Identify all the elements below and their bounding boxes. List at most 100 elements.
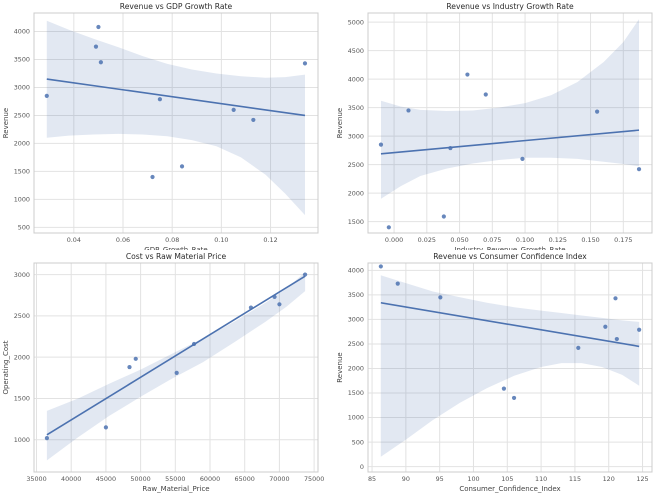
y-axis-label: Revenue — [2, 108, 10, 139]
x-tick-label: 0.12 — [263, 236, 277, 244]
data-point — [595, 109, 600, 114]
confidence-band — [381, 19, 639, 199]
y-tick-label: 500 — [352, 438, 364, 446]
chart-svg: Revenue vs GDP Growth Rate 0.04 0.06 0.08 0.… — [0, 0, 334, 250]
y-tick-label: 3500 — [14, 56, 30, 64]
x-tick-label: 120 — [603, 475, 615, 483]
axes-spines — [33, 262, 319, 473]
data-point — [302, 272, 308, 277]
chart-title: Cost vs Raw Material Price — [126, 252, 227, 261]
y-tick-label: 2500 — [14, 112, 30, 120]
regression-line — [46, 275, 306, 436]
data-point — [157, 97, 162, 102]
data-point — [378, 264, 383, 269]
data-point — [637, 327, 642, 332]
chart-title: Revenue vs Industry Growth Rate — [446, 2, 574, 11]
y-tick-label: 0 — [360, 463, 364, 471]
x-axis-label: Raw_Material_Price — [142, 485, 209, 493]
y-axis-label: Operating_Cost — [2, 340, 10, 394]
data-point — [395, 281, 400, 286]
x-tick-label: 60000 — [200, 475, 220, 483]
y-tick-label: 2500 — [348, 340, 364, 348]
chart-svg: Cost vs Raw Material Price 35000 40000 4500… — [0, 250, 334, 500]
data-point — [613, 296, 618, 301]
y-tick-label: 2500 — [14, 312, 30, 320]
y-tick-label: 3000 — [14, 84, 30, 92]
x-tick-label: 0.10 — [214, 236, 228, 244]
y-tick-label: 5000 — [348, 18, 364, 26]
x-tick-label: 0.06 — [116, 236, 130, 244]
data-point — [44, 93, 49, 98]
y-tick-label: 4500 — [348, 47, 364, 55]
chart-title: Revenue vs Consumer Confidence Index — [433, 252, 587, 261]
data-point — [179, 164, 185, 169]
data-point — [483, 92, 488, 97]
confidence-band — [46, 20, 306, 216]
x-tick-label: 105 — [501, 475, 513, 483]
y-axis-label: Revenue — [336, 352, 344, 383]
regression-line — [380, 129, 640, 155]
x-tick-label: 40000 — [61, 475, 81, 483]
x-tick-label: 0.075 — [483, 236, 501, 244]
data-point — [103, 425, 109, 430]
x-tick-label: 0.150 — [581, 236, 599, 244]
y-tick-label: 4000 — [348, 267, 364, 275]
y-tick-label: 2000 — [348, 365, 364, 373]
data-point — [93, 44, 99, 49]
y-tick-label: 2000 — [14, 140, 30, 148]
data-point — [150, 174, 155, 180]
y-tick-label: 3000 — [348, 316, 364, 324]
plot-background — [0, 250, 334, 500]
x-tick-label: 0.100 — [516, 236, 534, 244]
data-point — [174, 370, 179, 375]
data-point — [277, 302, 282, 307]
data-point — [501, 386, 507, 391]
y-tick-label: 1500 — [14, 395, 30, 403]
x-tick-label: 115 — [569, 475, 581, 483]
y-tick-label: 2000 — [348, 189, 364, 197]
axes-spines — [33, 12, 319, 234]
y-tick-label: 1000 — [348, 414, 364, 422]
y-tick-label: 500 — [18, 224, 30, 232]
plot-background — [334, 250, 668, 500]
data-point — [302, 61, 308, 66]
chart-svg: Revenue vs Consumer Confidence Index 85 90… — [334, 250, 668, 500]
data-point — [406, 108, 411, 113]
x-tick-label: 0.175 — [614, 236, 632, 244]
data-point — [511, 395, 517, 401]
x-tick-label: 95 — [436, 475, 444, 483]
data-point — [231, 107, 236, 112]
data-point — [96, 24, 101, 30]
x-tick-label: 50000 — [130, 475, 150, 483]
data-point — [248, 305, 254, 310]
x-tick-label: 90 — [402, 475, 410, 483]
data-point — [386, 225, 391, 230]
y-tick-label: 3500 — [348, 104, 364, 112]
x-axis-label: Industry_Revenue_Growth_Rate — [454, 246, 565, 250]
x-tick-label: 0.08 — [165, 236, 179, 244]
data-point — [520, 156, 525, 162]
data-point — [465, 72, 470, 77]
chart-title: Revenue vs GDP Growth Rate — [120, 2, 233, 11]
x-axis-label: Consumer_Confidence_Index — [459, 485, 560, 493]
regression-line — [46, 78, 306, 117]
x-tick-label: 45000 — [96, 475, 116, 483]
y-tick-label: 2000 — [14, 353, 30, 361]
x-axis-label: GDP_Growth_Rate — [144, 246, 207, 250]
data-point — [44, 436, 50, 441]
y-tick-label: 3000 — [14, 271, 30, 279]
x-tick-label: 35000 — [26, 475, 46, 483]
y-tick-label: 4000 — [348, 75, 364, 83]
data-point — [133, 356, 138, 361]
x-tick-label: 70000 — [269, 475, 289, 483]
chart-svg: Revenue vs Industry Growth Rate 0.000 0.02… — [334, 0, 668, 250]
data-point — [448, 145, 453, 151]
confidence-band — [46, 272, 306, 461]
x-tick-label: 0.000 — [385, 236, 403, 244]
subplot-revenue-vs-industry-growth-rate: Revenue vs Industry Growth Rate 0.000 0.02… — [334, 0, 669, 250]
y-tick-label: 1000 — [14, 196, 30, 204]
data-point — [603, 324, 608, 329]
y-tick-label: 1500 — [14, 168, 30, 176]
data-point — [438, 295, 443, 300]
